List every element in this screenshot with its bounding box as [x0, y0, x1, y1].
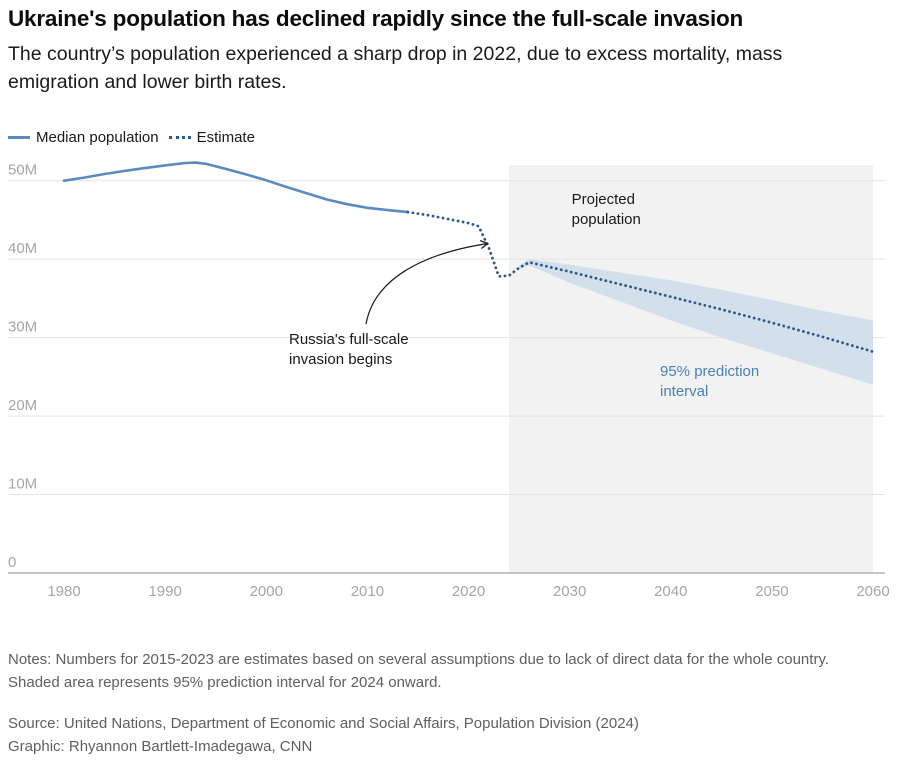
legend-swatch-dotted-line — [168, 135, 191, 139]
legend-item-estimate: Estimate — [168, 128, 255, 146]
projected-region-shade — [508, 165, 873, 573]
x-tick-label: 2040 — [654, 583, 687, 600]
legend-item-median: Median population — [8, 129, 159, 146]
y-tick-label: 40M — [8, 240, 37, 257]
x-tick-label: 1990 — [148, 583, 181, 600]
invasion-label-line1: Russia's full-scale — [289, 331, 409, 348]
chart-subtitle: The country’s population experienced a s… — [8, 43, 783, 93]
invasion-arrow — [365, 240, 489, 325]
y-tick-label: 30M — [8, 319, 37, 336]
y-tick-label: 50M — [8, 162, 37, 179]
y-tick-label: 0 — [8, 554, 16, 571]
chart-title: Ukraine's population has declined rapidl… — [8, 6, 744, 31]
legend-swatch-solid-line — [8, 135, 30, 139]
projected-label-line2: population — [572, 211, 641, 228]
x-tick-label: 2050 — [755, 583, 788, 600]
interval-label-line2: interval — [660, 383, 708, 400]
series-line-median — [62, 161, 410, 214]
source-line: Source: United Nations, Department of Ec… — [8, 715, 639, 732]
y-tick-label: 10M — [8, 476, 37, 493]
interval-label-line1: 95% prediction — [660, 363, 759, 380]
x-tick-label: 2020 — [452, 583, 485, 600]
x-tick-label: 1980 — [47, 583, 80, 600]
invasion-label-line2: invasion begins — [289, 351, 392, 368]
projected-label-line1: Projected — [572, 191, 635, 208]
x-tick-label: 2000 — [250, 583, 283, 600]
x-tick-label: 2030 — [553, 583, 586, 600]
x-tick-label: 2060 — [856, 583, 889, 600]
prediction-interval-band — [519, 259, 873, 385]
population-chart: 1980 1990 2000 2010 2020 2030 2040 2050 2060 0 10M… — [8, 161, 890, 600]
legend: Median population Estimate — [8, 126, 265, 148]
chart-notes: Notes: Numbers for 2015-2023 are estimat… — [8, 651, 829, 691]
chart-source: Source: United Nations, Department of Ec… — [8, 712, 878, 758]
legend-label-estimate: Estimate — [196, 128, 255, 146]
legend-label-median: Median population — [36, 128, 159, 146]
series-line-estimate — [406, 210, 875, 354]
y-tick-label: 20M — [8, 397, 37, 414]
credit-line: Graphic: Rhyannon Bartlett-Imadegawa, CN… — [8, 738, 313, 755]
x-tick-label: 2010 — [351, 583, 384, 600]
